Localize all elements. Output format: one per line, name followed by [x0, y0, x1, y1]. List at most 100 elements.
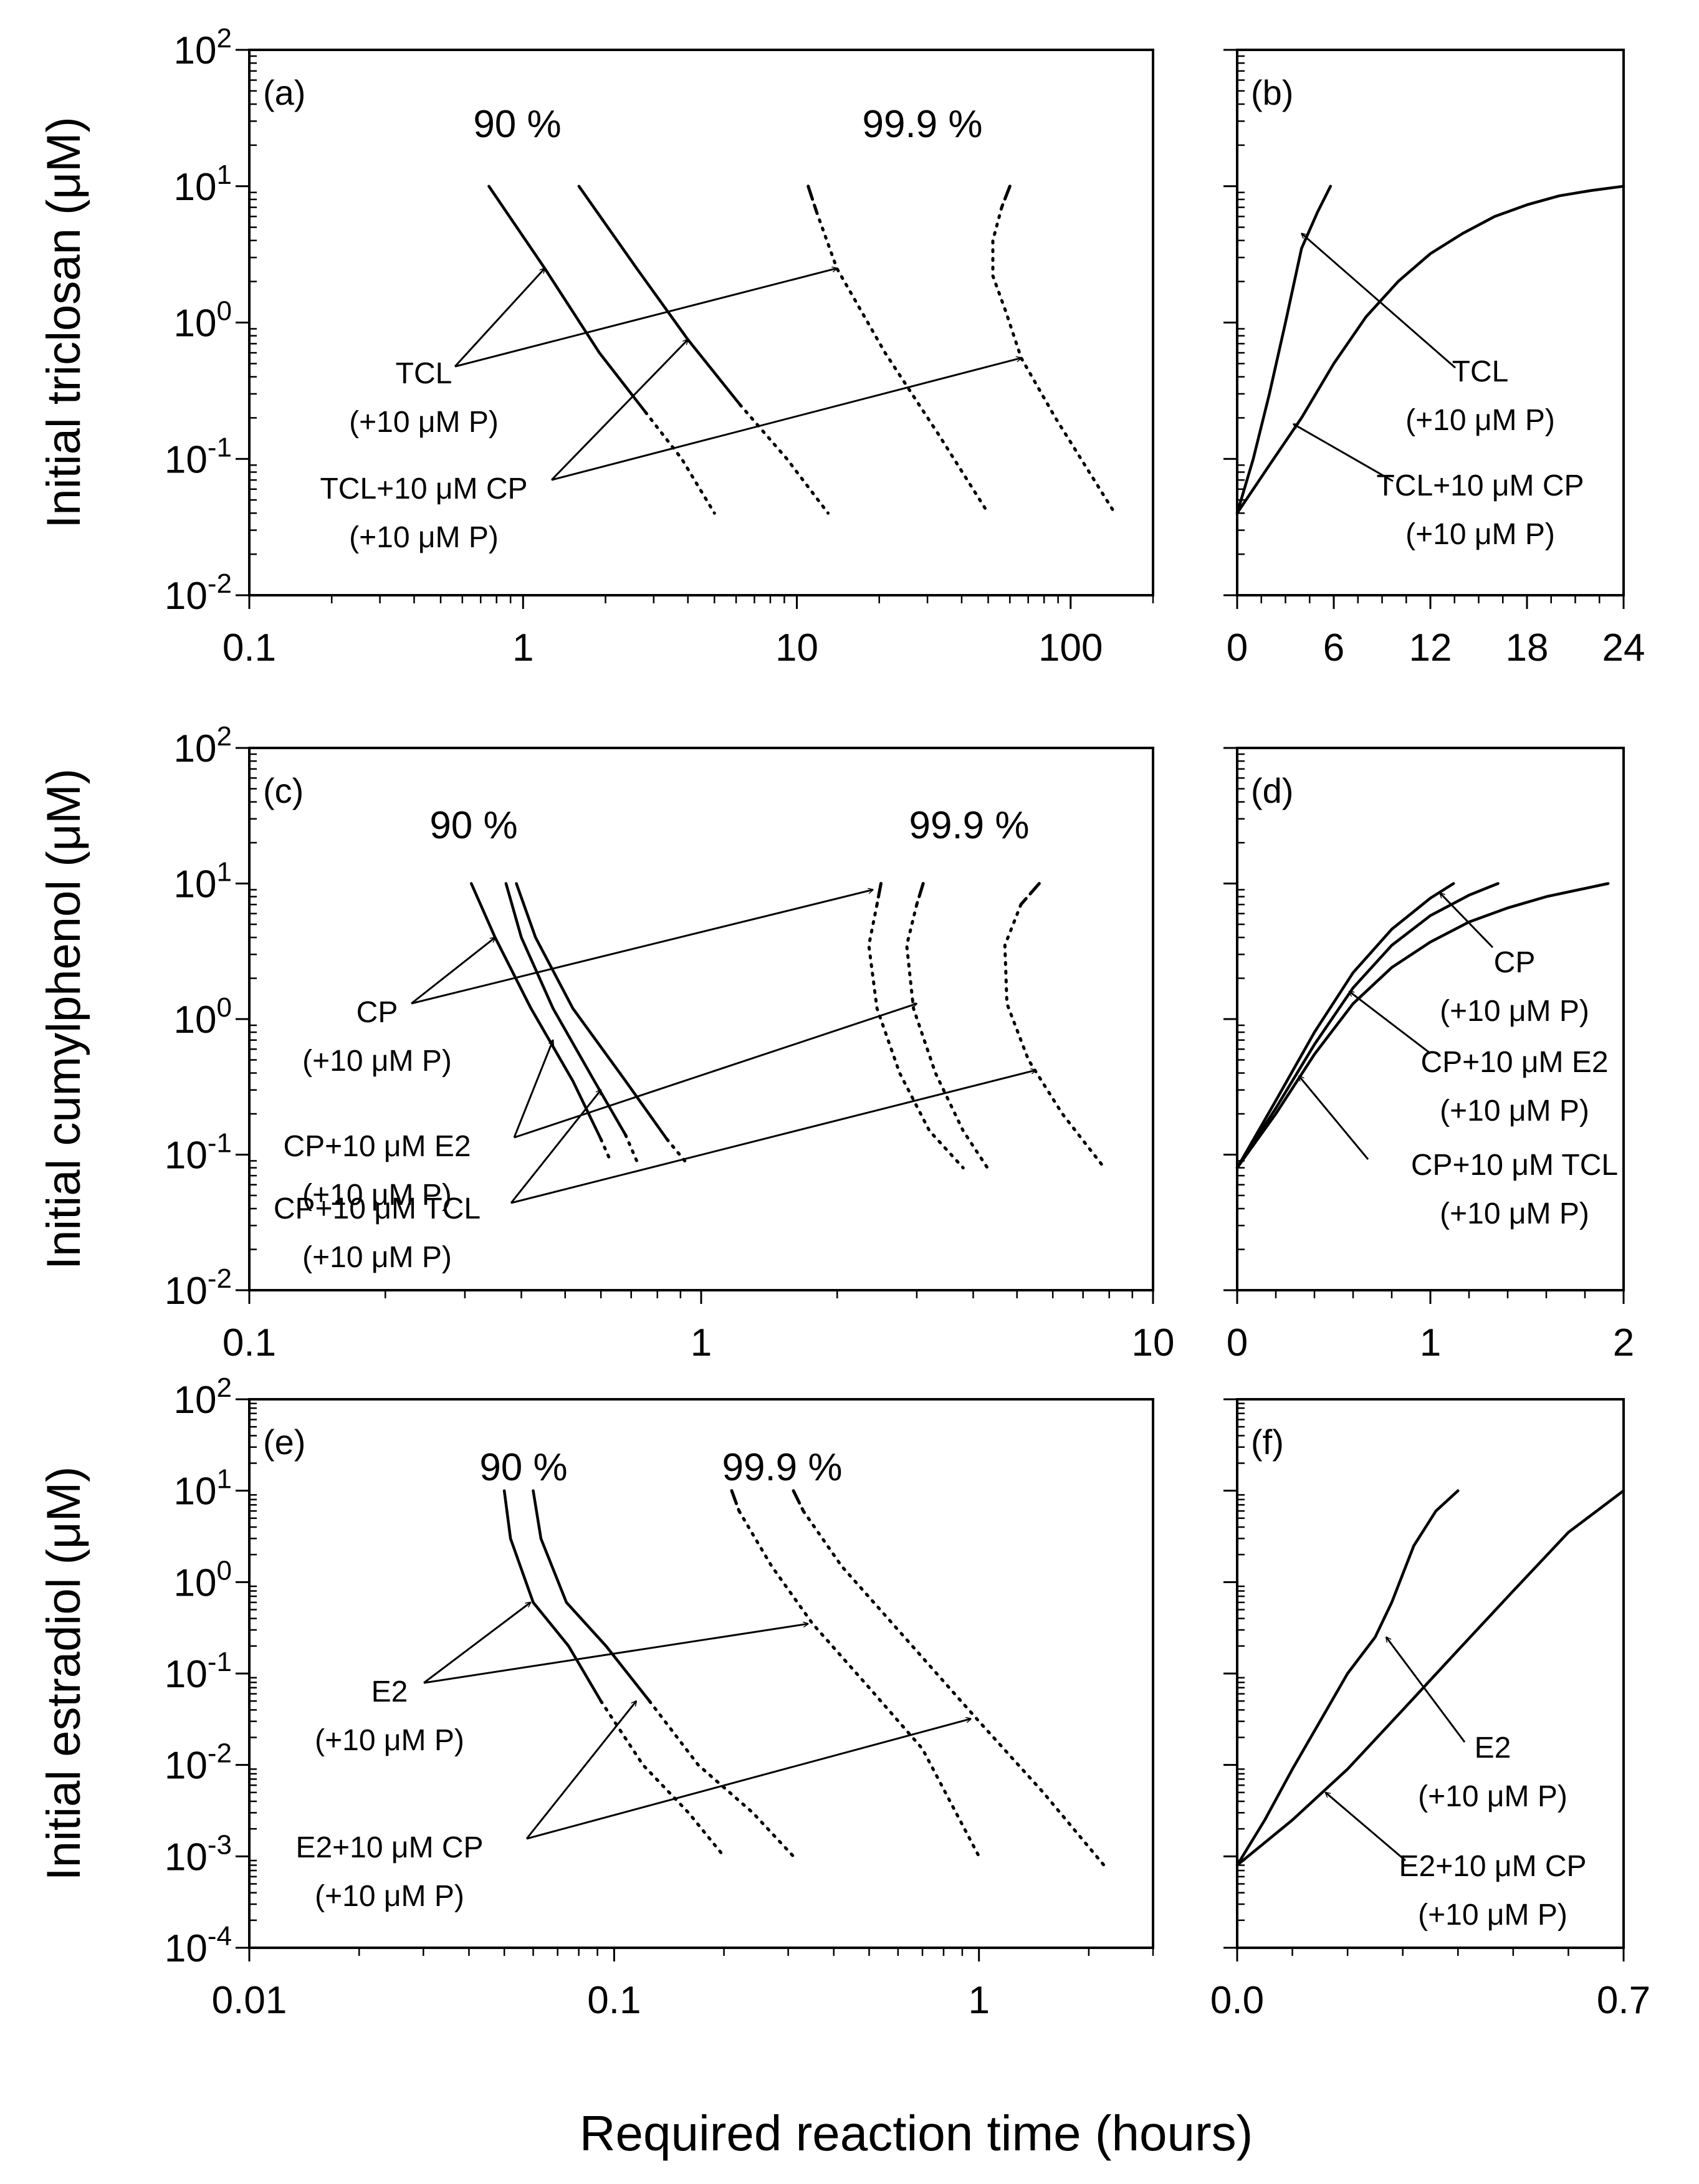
series-line: [867, 903, 965, 1170]
series-line: [1235, 184, 1333, 515]
y-tick-label: 10-1: [165, 1647, 232, 1696]
annotation-arrow: [1349, 992, 1431, 1055]
annotation-arrow: [1301, 234, 1456, 369]
panel-label: (f): [1251, 1422, 1284, 1462]
percent-label: 90 %: [429, 804, 517, 847]
x-tick-label: 0.0: [1210, 1979, 1264, 2022]
annotation-label: (+10 μM P): [315, 1880, 464, 1913]
x-axis-title: Required reaction time (hours): [580, 2105, 1253, 2161]
annotation-arrow: [1299, 1076, 1369, 1160]
panel-e: 102 101 100 10-1 10-2 10-3 10-4 0.01 0.1 1 Initial…: [37, 1372, 1154, 2022]
annotation-label: (+10 μM P): [302, 1045, 452, 1078]
annotation-arrow: [411, 889, 873, 1005]
series-line: [502, 1489, 603, 1703]
series-line: [792, 1489, 805, 1513]
panel-label: (d): [1251, 771, 1293, 810]
x-tick-label: 0.01: [212, 1979, 287, 2022]
series-line: [532, 1489, 651, 1703]
annotation-label: (+10 μM P): [1440, 1197, 1589, 1230]
percent-label: 99.9 %: [722, 1446, 842, 1489]
series-line: [648, 1699, 795, 1858]
y-tick-label: 10-2: [165, 568, 232, 618]
annotation-label: (+10 μM P): [1418, 1780, 1567, 1813]
x-tick-label: 6: [1323, 626, 1344, 669]
series-line: [624, 1133, 639, 1162]
x-tick-label: 10: [1132, 1321, 1175, 1364]
annotation-label: (+10 μM P): [302, 1241, 452, 1274]
x-tick-label: 2: [1613, 1321, 1634, 1364]
y-axis-title: Initial estradiol (μM): [37, 1467, 90, 1881]
y-tick-label: 100: [174, 992, 232, 1042]
annotation-label: (+10 μM P): [302, 1179, 452, 1212]
y-tick-label: 100: [174, 296, 232, 345]
series-line: [1000, 184, 1012, 209]
plot-frame: [248, 49, 1154, 596]
x-tick-label: 10: [775, 626, 818, 669]
annotation-arrow: [510, 1090, 601, 1204]
x-tick-label: 1: [691, 1321, 712, 1364]
plot-frame: [248, 1398, 1154, 1949]
series-line: [730, 1489, 741, 1513]
annotation-arrow: [1326, 1793, 1406, 1862]
y-tick-label: 10-4: [165, 1921, 232, 1970]
y-tick-label: 101: [174, 1464, 232, 1513]
annotation-arrow: [1386, 1637, 1466, 1743]
series-line: [1235, 184, 1625, 515]
panel-d: 0 1 2 (d) CP (+10 μM P) CP+10 μM E2 (+10 μM P) C…: [1223, 747, 1634, 1364]
annotation-label: (+10 μM P): [1440, 995, 1589, 1028]
series-line: [1235, 1489, 1460, 1867]
x-tick-label: 12: [1409, 626, 1452, 669]
series-line: [737, 1509, 981, 1858]
y-tick-label: 102: [174, 23, 232, 72]
series-line: [802, 1509, 1106, 1867]
panel-label: (c): [263, 771, 304, 810]
annotation-arrow: [514, 1003, 917, 1139]
plot-frame: [1236, 49, 1625, 596]
x-tick-label: 18: [1506, 626, 1549, 669]
annotation-label: CP: [357, 996, 398, 1029]
x-tick-label: 24: [1602, 626, 1645, 669]
y-axis-title: Initial cumylphenol (μM): [37, 769, 90, 1270]
percent-label: 99.9 %: [862, 103, 982, 146]
x-tick-label: 0.1: [587, 1979, 641, 2022]
percent-label: 90 %: [473, 103, 561, 146]
series-line: [599, 1138, 612, 1162]
annotation-arrow: [1293, 423, 1394, 482]
series-line: [469, 882, 603, 1141]
x-tick-label: 1: [1420, 1321, 1441, 1364]
panel-b: 0 6 12 18 24 (b) TCL (+10 μM P) TCL+10 μM CP (+10…: [1223, 49, 1645, 669]
annotation-label: (+10 μM P): [1405, 404, 1555, 437]
annotation-arrow: [526, 1719, 971, 1840]
y-tick-label: 102: [174, 721, 232, 770]
annotation-arrow: [525, 1701, 636, 1839]
panel-label: (e): [263, 1422, 305, 1462]
x-tick-label: 0.1: [223, 626, 276, 669]
panel-c: 102 101 100 10-1 10-2 0.1 1 10 Initial cumylphen…: [37, 721, 1174, 1364]
y-tick-label: 101: [174, 160, 232, 209]
series-line: [915, 882, 925, 906]
y-tick-label: 10-1: [165, 1128, 232, 1177]
annotation-arrow: [411, 937, 495, 1005]
y-tick-label: 102: [174, 1372, 232, 1422]
annotation-label: TCL+10 μM CP: [1376, 469, 1584, 502]
annotation-label: CP+10 μM E2: [1420, 1046, 1608, 1079]
annotation-label: TCL: [396, 357, 452, 390]
annotation-label: CP+10 μM TCL: [274, 1192, 481, 1225]
series-line: [991, 206, 1117, 515]
series-line: [875, 882, 883, 906]
annotation-label: CP+10 μM TCL: [1411, 1149, 1618, 1182]
x-tick-label: 0.7: [1597, 1979, 1650, 2022]
series-line: [815, 210, 990, 515]
annotation-label: (+10 μM P): [1418, 1899, 1567, 1932]
annotation-label: CP+10 μM E2: [283, 1130, 471, 1163]
panel-label: (b): [1251, 73, 1293, 112]
annotation-label: CP: [1494, 946, 1536, 979]
series-line: [1003, 903, 1106, 1170]
annotation-arrow: [423, 1624, 808, 1684]
percent-label: 90 %: [479, 1446, 567, 1489]
y-tick-label: 10-2: [165, 1263, 232, 1313]
series-line: [1019, 882, 1041, 906]
annotation-label: (+10 μM P): [1440, 1094, 1589, 1128]
annotation-label: E2+10 μM CP: [295, 1831, 483, 1864]
